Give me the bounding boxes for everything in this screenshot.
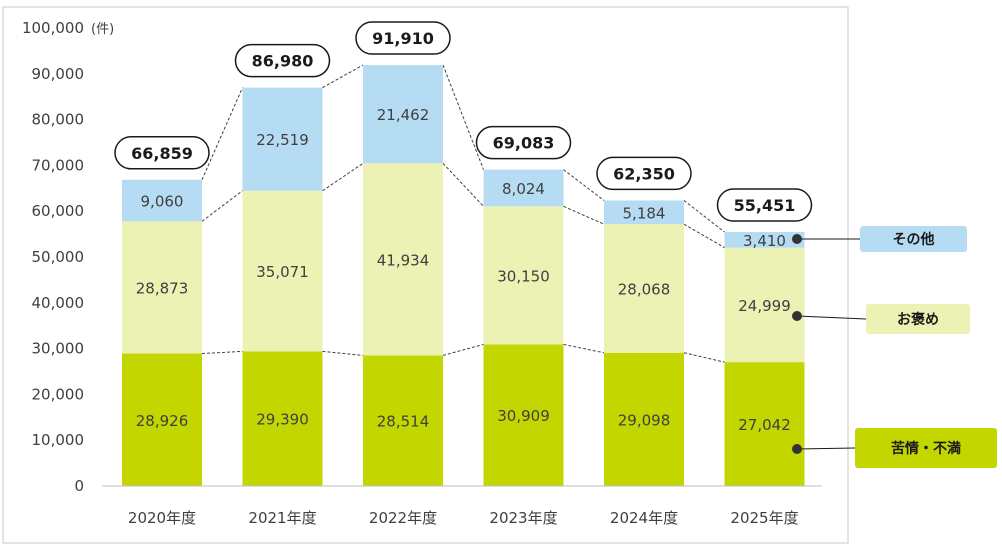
- segment-value-label: 30,909: [497, 407, 550, 425]
- connector-line: [563, 169, 605, 201]
- legend-leader-line: [796, 315, 867, 320]
- connector-line: [442, 343, 484, 356]
- segment-value-label: 28,873: [136, 279, 189, 297]
- segment-value-label: 35,071: [256, 263, 309, 281]
- bar-segment: [122, 179, 202, 222]
- segment-value-label: 28,926: [136, 412, 189, 430]
- bar-segment: [242, 190, 323, 352]
- y-unit-label: (件): [91, 22, 114, 37]
- y-tick-label: 80,000: [32, 111, 85, 129]
- x-tick-label: 2024年度: [610, 509, 678, 527]
- total-label-box: [596, 156, 692, 191]
- segment-value-label: 28,068: [618, 280, 671, 298]
- connector-line: [683, 352, 725, 363]
- total-value-label: 55,451: [734, 196, 796, 215]
- y-tick-label: 20,000: [32, 385, 85, 403]
- bar-segment: [363, 65, 443, 164]
- segment-value-label: 29,098: [618, 411, 671, 429]
- total-label-box: [234, 43, 331, 78]
- y-tick-label: 50,000: [32, 248, 85, 266]
- connector-line: [563, 205, 605, 225]
- connector-line: [201, 350, 243, 355]
- legend-swatch: [860, 226, 967, 252]
- y-tick-label: 30,000: [32, 340, 85, 358]
- bar-segment: [724, 362, 805, 486]
- bar-segment: [483, 344, 564, 486]
- bar-segment: [604, 200, 684, 225]
- bar-segment: [122, 353, 202, 486]
- legend-leader-dot: [792, 444, 802, 454]
- legend-leader-line: [796, 447, 856, 450]
- bar-segment: [122, 221, 202, 354]
- y-axis: 0 10,000 20,000 30,000 40,000 50,000 60,000 70,…: [22, 19, 84, 495]
- y-tick-label: 100,000: [22, 19, 84, 37]
- bar-segment: [363, 163, 443, 356]
- x-tick-label: 2021年度: [248, 509, 316, 527]
- bars: 28,926 28,873 9,060 29,390 35,071 22,519 28,51…: [122, 65, 805, 486]
- bar-segment: [724, 247, 805, 363]
- bar-segment: [363, 355, 443, 486]
- total-value-label: 86,980: [252, 52, 314, 71]
- total-labels: 66,859 86,980 91,910 69,083 62,350 55,451: [114, 21, 813, 222]
- y-tick-label: 40,000: [32, 294, 85, 312]
- bar-segment: [242, 87, 323, 191]
- legend-leader-dot: [792, 234, 802, 244]
- segment-value-label: 28,514: [377, 413, 430, 431]
- segment-value-label: 21,462: [377, 106, 430, 124]
- bar-segment: [604, 352, 684, 486]
- segment-value-label: 22,519: [256, 131, 309, 149]
- x-tick-label: 2020年度: [128, 509, 196, 527]
- segment-value-label: 3,410: [743, 232, 786, 250]
- segment-value-label: 24,999: [738, 297, 791, 315]
- legend-swatch: [866, 304, 970, 334]
- total-label-box: [114, 136, 210, 170]
- connector-line: [201, 87, 243, 180]
- total-value-label: 62,350: [613, 164, 675, 183]
- segment-value-label: 41,934: [377, 251, 430, 269]
- bar-segment: [242, 351, 323, 486]
- bar-segment: [483, 169, 564, 207]
- connector-line: [322, 350, 364, 356]
- y-tick-label: 10,000: [32, 431, 85, 449]
- bar-segment: [604, 224, 684, 353]
- x-tick-label: 2025年度: [730, 509, 798, 527]
- y-tick-label: 0: [74, 477, 84, 495]
- legend-entry-label: 苦情・不満: [891, 440, 961, 457]
- bar-connector-lines: [201, 64, 725, 363]
- y-tick-label: 60,000: [32, 202, 85, 220]
- segment-value-label: 9,060: [141, 193, 184, 211]
- connector-line: [201, 190, 243, 222]
- connector-line: [683, 200, 725, 233]
- total-label-box: [355, 21, 451, 55]
- legend-leader-dot: [792, 311, 802, 321]
- connector-line: [322, 162, 364, 192]
- legend-entry-label: お褒め: [897, 311, 939, 328]
- x-tick-label: 2023年度: [489, 509, 557, 527]
- total-label-box: [716, 188, 813, 222]
- legend-entry-label: その他: [893, 231, 935, 248]
- connector-line: [563, 343, 605, 354]
- bar-segment: [724, 232, 805, 248]
- segment-value-label: 30,150: [497, 267, 550, 285]
- legend-swatch: [855, 428, 997, 468]
- connector-line: [322, 64, 364, 89]
- total-value-label: 69,083: [493, 134, 555, 153]
- segment-value-label: 8,024: [502, 180, 545, 198]
- x-axis: 2020年度 2021年度 2022年度 2023年度 2024年度 2025年度: [102, 485, 822, 527]
- x-tick-label: 2022年度: [369, 509, 437, 527]
- connector-line: [683, 223, 725, 249]
- y-tick-label: 90,000: [32, 65, 85, 83]
- segment-value-label: 27,042: [738, 416, 791, 434]
- segment-value-label: 5,184: [623, 204, 666, 222]
- total-value-label: 66,859: [131, 144, 193, 163]
- total-label-box: [475, 125, 572, 160]
- connector-line: [442, 64, 484, 170]
- y-tick-label: 70,000: [32, 156, 85, 174]
- total-value-label: 91,910: [372, 29, 434, 48]
- segment-value-label: 29,390: [256, 411, 309, 429]
- bar-segment: [483, 206, 564, 345]
